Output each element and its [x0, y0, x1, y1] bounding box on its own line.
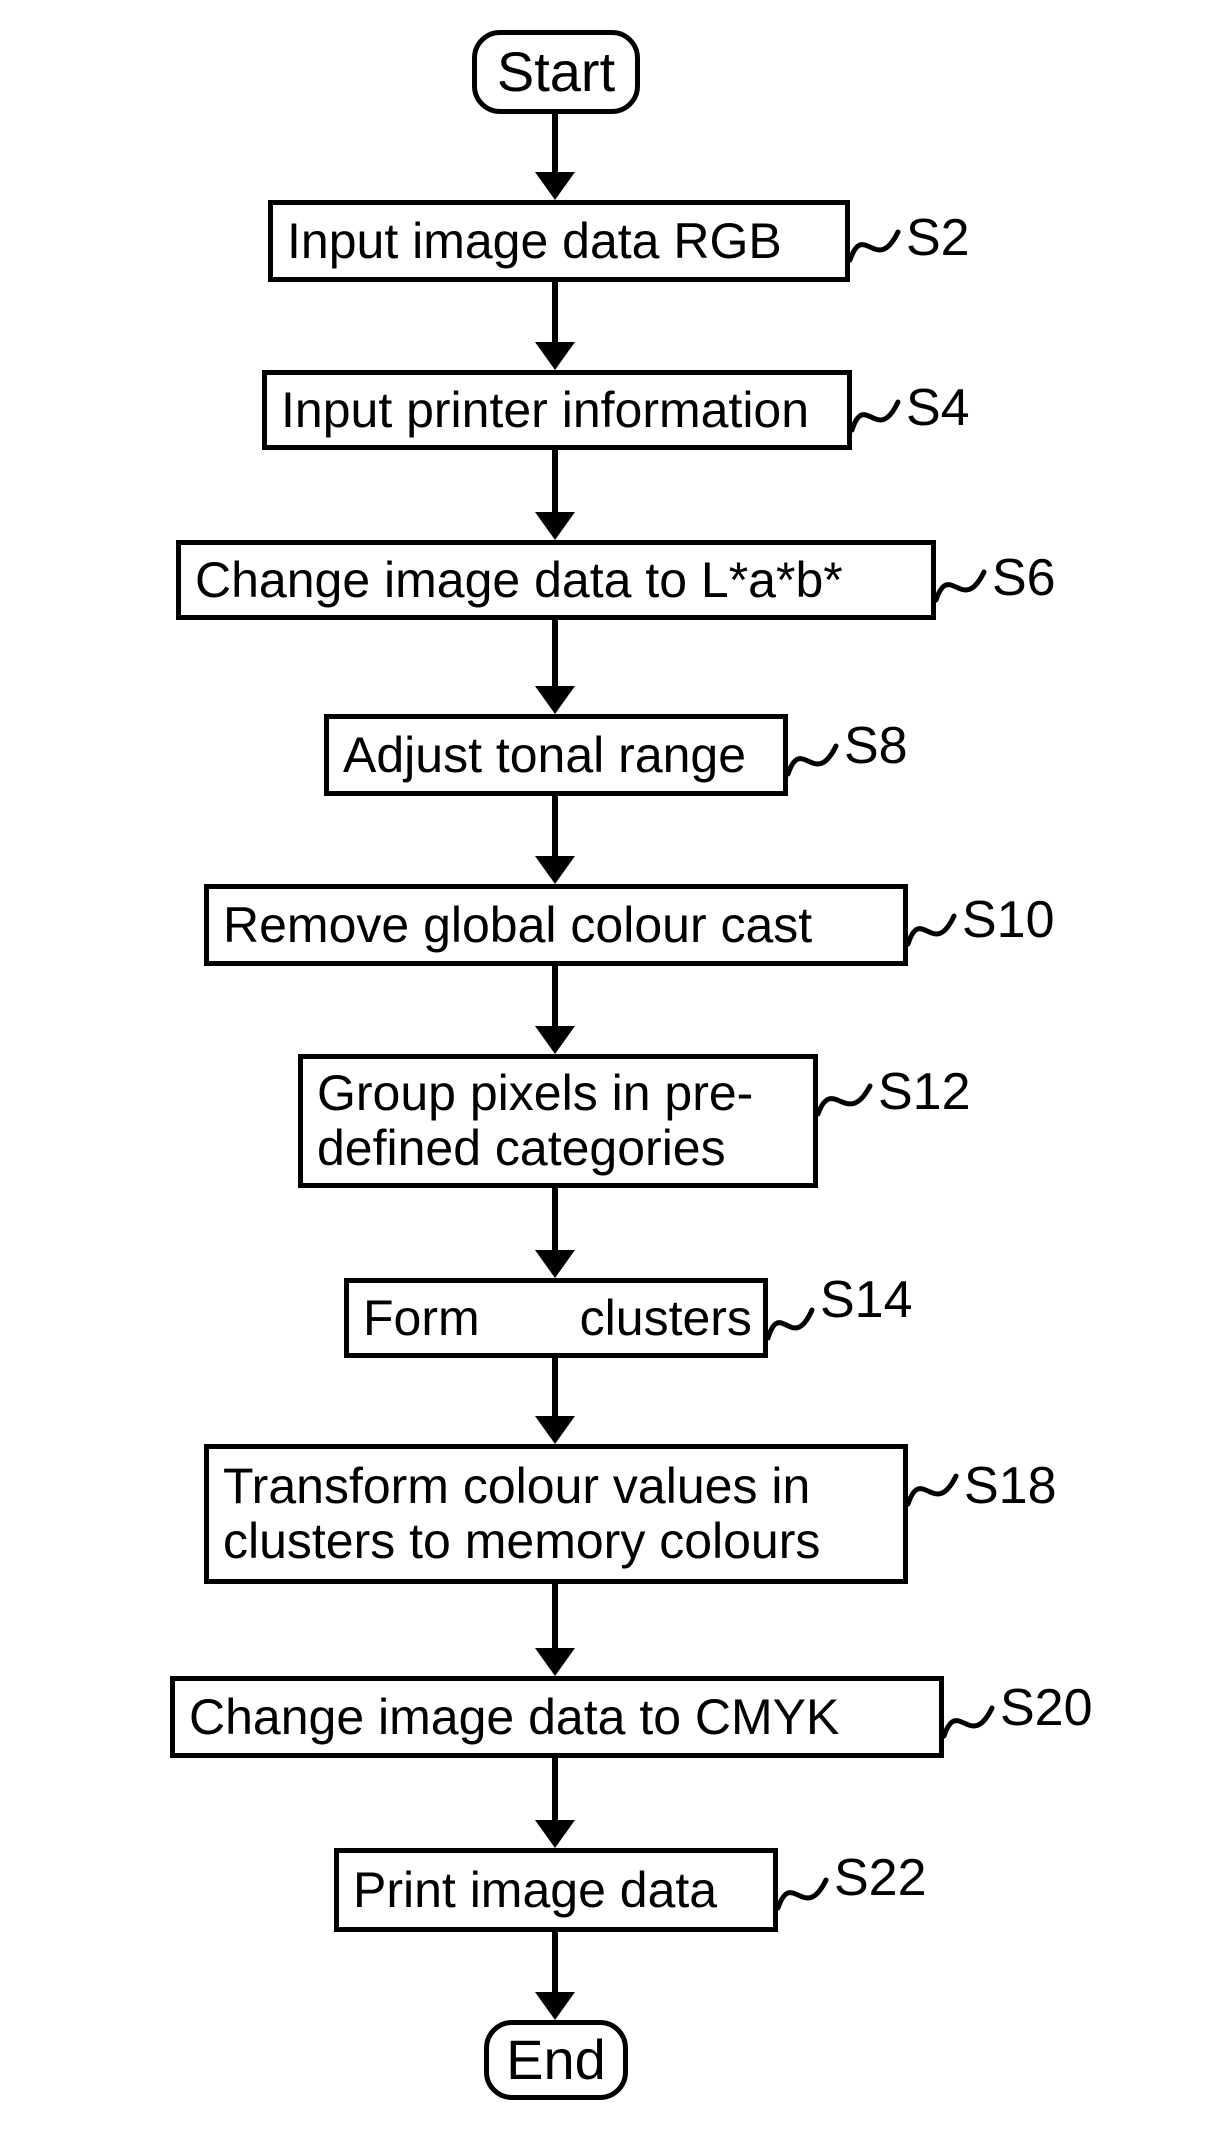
- flow-arrow-s8-s10: [530, 796, 580, 884]
- flow-node-s18: Transform colour values inclusters to me…: [204, 1444, 908, 1584]
- flow-node-s10: Remove global colour cast: [204, 884, 908, 966]
- flow-node-text-line1: Group pixels in pre-: [317, 1066, 813, 1121]
- flow-node-s8: Adjust tonal range: [324, 714, 788, 796]
- flow-node-s20: Change image data to CMYK: [170, 1676, 944, 1758]
- flow-arrow-s4-s6: [530, 450, 580, 540]
- step-label-s8: S8: [844, 716, 908, 776]
- flow-node-s4: Input printer information: [262, 370, 852, 450]
- wavy-connector-s22: [776, 1858, 838, 1928]
- step-label-s12: S12: [878, 1062, 971, 1122]
- flow-node-text: Input printer information: [267, 383, 809, 438]
- step-label-s18: S18: [964, 1456, 1057, 1516]
- wavy-connector-s20: [942, 1686, 1004, 1756]
- flow-node-text-line2: defined categories: [317, 1121, 813, 1176]
- flow-node-text: Start: [497, 41, 615, 103]
- flow-node-text: Form clusters: [349, 1291, 752, 1346]
- wavy-connector-s18: [906, 1454, 968, 1524]
- flow-node-s6: Change image data to L*a*b*: [176, 540, 936, 620]
- flow-node-text: Print image data: [339, 1863, 717, 1918]
- wavy-connector-s4: [850, 380, 910, 450]
- flow-node-text: End: [506, 2029, 606, 2091]
- flow-node-text-line2: clusters to memory colours: [223, 1514, 903, 1569]
- wavy-connector-s2: [848, 210, 910, 280]
- wavy-connector-s6: [934, 550, 996, 620]
- step-label-s20: S20: [1000, 1678, 1093, 1738]
- flow-arrow-s6-s8: [530, 620, 580, 714]
- flow-node-text: Input image data RGB: [273, 214, 782, 269]
- flow-node-text: Change image data to L*a*b*: [181, 553, 843, 608]
- wavy-connector-s12: [816, 1064, 882, 1134]
- flow-arrow-s22-end: [530, 1932, 580, 2020]
- flow-arrow-start-s2: [530, 114, 580, 200]
- flow-arrow-s12-s14: [530, 1188, 580, 1278]
- wavy-connector-s10: [906, 894, 966, 964]
- step-label-s22: S22: [834, 1848, 927, 1908]
- flow-node-text-line1: Transform colour values in: [223, 1459, 903, 1514]
- step-label-s14: S14: [820, 1270, 913, 1330]
- step-label-s4: S4: [906, 378, 970, 438]
- flow-node-s12: Group pixels in pre-defined categories: [298, 1054, 818, 1188]
- flow-arrow-s20-s22: [530, 1758, 580, 1848]
- step-label-s2: S2: [906, 208, 970, 268]
- step-label-s6: S6: [992, 548, 1056, 608]
- flow-arrow-s18-s20: [530, 1584, 580, 1676]
- flow-arrow-s2-s4: [530, 282, 580, 370]
- wavy-connector-s14: [766, 1288, 824, 1358]
- flow-node-text: Remove global colour cast: [209, 898, 812, 953]
- wavy-connector-s8: [786, 724, 848, 794]
- flow-node-start: Start: [472, 30, 640, 114]
- step-label-s10: S10: [962, 890, 1055, 950]
- flow-arrow-s14-s18: [530, 1358, 580, 1444]
- flow-arrow-s10-s12: [530, 966, 580, 1054]
- flow-node-text: Adjust tonal range: [329, 728, 746, 783]
- flow-node-end: End: [484, 2020, 628, 2100]
- flow-node-s22: Print image data: [334, 1848, 778, 1932]
- flow-node-s14: Form clusters: [344, 1278, 768, 1358]
- flow-node-s2: Input image data RGB: [268, 200, 850, 282]
- flow-node-text: Change image data to CMYK: [175, 1690, 839, 1745]
